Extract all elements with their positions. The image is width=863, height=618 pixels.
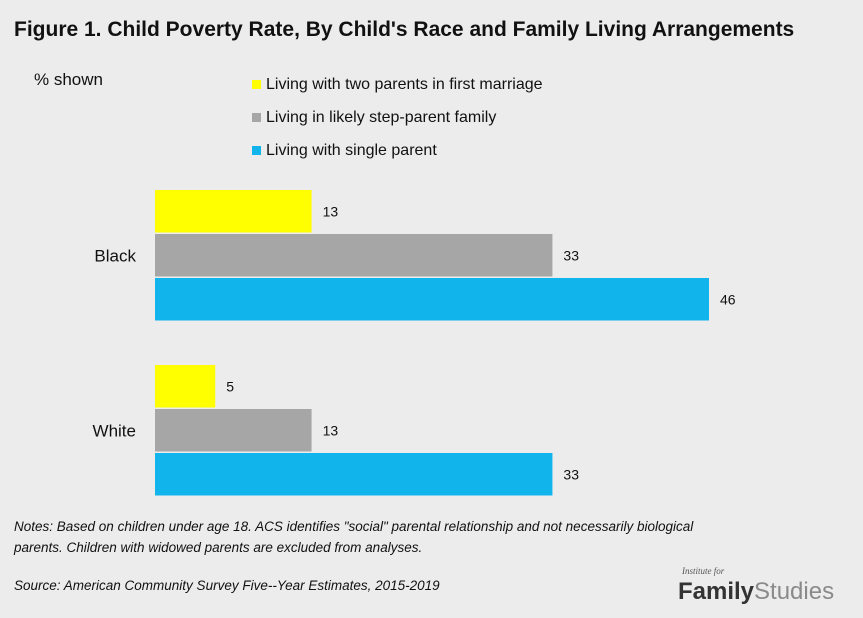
- brand-logo: Institute for FamilyStudies: [678, 566, 858, 606]
- legend: Living with two parents in first marriag…: [252, 68, 543, 167]
- bar-black-two-parents: [155, 190, 312, 233]
- data-label-white-step-parent: 13: [323, 422, 339, 438]
- bar-white-single-parent: [155, 453, 553, 496]
- data-label-white-single-parent: 33: [563, 466, 579, 482]
- category-label-white: White: [93, 421, 136, 440]
- chart-title: Figure 1. Child Poverty Rate, By Child's…: [14, 18, 795, 41]
- bar-black-single-parent: [155, 278, 709, 321]
- bar-white-step-parent: [155, 409, 312, 452]
- data-label-black-two-parents: 13: [323, 203, 339, 219]
- legend-label-single-parent: Living with single parent: [266, 141, 437, 159]
- data-label-white-two-parents: 5: [226, 378, 234, 394]
- data-label-black-step-parent: 33: [563, 247, 579, 263]
- brand-name-part1: Family: [678, 578, 755, 605]
- chart-notes: Notes: Based on children under age 18. A…: [14, 519, 694, 555]
- legend-swatch-single-parent: [252, 146, 261, 155]
- brand-name-part2: Studies: [754, 578, 835, 605]
- data-label-black-single-parent: 46: [720, 291, 736, 307]
- legend-item-two-parents: Living with two parents in first marriag…: [252, 68, 543, 101]
- bar-white-two-parents: [155, 365, 216, 408]
- legend-item-step-parent: Living in likely step-parent family: [252, 101, 543, 134]
- bar-black-step-parent: [155, 234, 553, 277]
- legend-label-two-parents: Living with two parents in first marriag…: [266, 75, 543, 93]
- legend-item-single-parent: Living with single parent: [252, 134, 543, 167]
- legend-swatch-step-parent: [252, 113, 261, 122]
- brand-name: FamilyStudies: [678, 578, 858, 606]
- brand-tagline: Institute for: [682, 566, 725, 576]
- legend-swatch-two-parents: [252, 80, 261, 89]
- legend-label-step-parent: Living in likely step-parent family: [266, 108, 497, 126]
- category-label-black: Black: [94, 246, 136, 265]
- chart-source: Source: American Community Survey Five--…: [14, 578, 440, 593]
- unit-label: % shown: [34, 70, 103, 89]
